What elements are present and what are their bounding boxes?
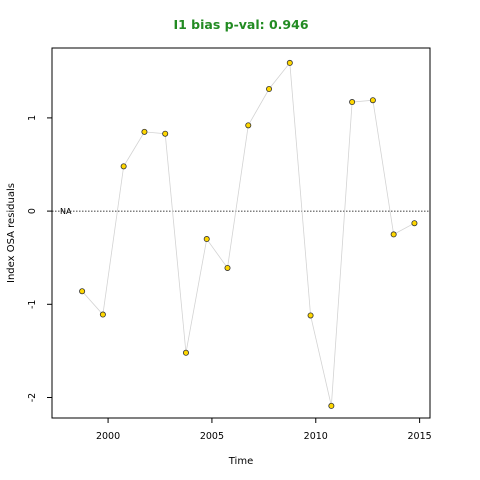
plot-frame — [51, 47, 431, 419]
x-tick-label: 2010 — [304, 431, 328, 442]
na-label: NA — [60, 207, 72, 216]
x-tick-label: 2015 — [408, 431, 432, 442]
axes: 2000 2005 2010 2015 -2 -1 0 1 — [27, 115, 432, 442]
data-point — [79, 288, 86, 295]
data-point — [224, 264, 231, 271]
y-tick-label: 0 — [27, 208, 38, 214]
y-axis-label: Index OSA residuals — [6, 183, 17, 283]
plot-area: NA — [52, 59, 430, 409]
data-point — [141, 128, 148, 135]
x-axis-label: Time — [228, 456, 253, 467]
data-point — [349, 99, 356, 106]
residual-series-line — [81, 61, 415, 406]
y-tick-label: -1 — [27, 300, 38, 309]
data-point — [203, 236, 210, 243]
chart-title: I1 bias p-val: 0.946 — [173, 17, 308, 32]
data-point — [99, 311, 106, 318]
data-point — [182, 349, 189, 356]
x-tick-label: 2000 — [96, 431, 120, 442]
y-tick-label: 1 — [27, 115, 38, 121]
data-point — [390, 231, 397, 238]
data-point — [411, 220, 418, 227]
x-tick-label: 2005 — [200, 431, 224, 442]
data-point — [286, 59, 293, 66]
data-point — [369, 97, 376, 104]
data-point — [120, 163, 127, 170]
data-point — [162, 130, 169, 137]
y-tick-label: -2 — [27, 393, 38, 402]
data-point — [307, 312, 314, 319]
data-point — [328, 402, 335, 409]
data-point — [266, 86, 273, 93]
data-point — [245, 122, 252, 129]
